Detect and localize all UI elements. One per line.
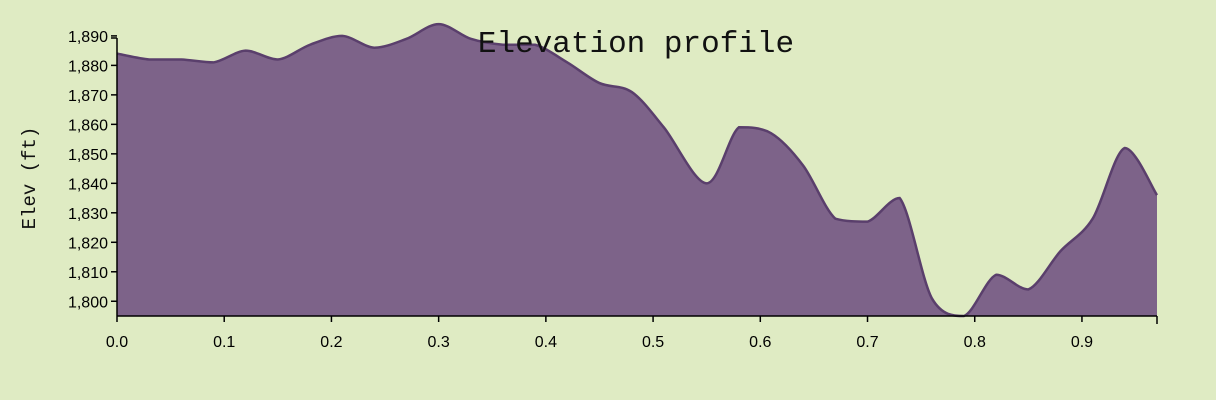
y-tick-label: 1,840 [68, 176, 108, 193]
data-point-16 [629, 89, 635, 95]
y-tick-label: 1,850 [68, 147, 108, 164]
data-point-11 [468, 36, 474, 42]
y-tick-label: 1,890 [68, 29, 108, 46]
data-point-25 [929, 295, 935, 301]
data-point-22 [832, 216, 838, 222]
x-tick-label: 0.4 [535, 334, 557, 351]
x-tick-label: 0.7 [856, 334, 878, 351]
data-point-19 [736, 124, 742, 130]
chart-title: Elevation profile [478, 27, 794, 62]
data-point-7 [339, 33, 345, 39]
x-tick-label: 0.3 [428, 334, 450, 351]
data-point-4 [243, 48, 249, 54]
data-point-23 [865, 219, 871, 225]
data-point-3 [210, 59, 216, 65]
y-axis-label: Elev (ft) [19, 127, 41, 230]
data-point-17 [661, 124, 667, 130]
y-tick-label: 1,810 [68, 265, 108, 282]
x-tick-label: 0.1 [213, 334, 235, 351]
y-tick-label: 1,860 [68, 117, 108, 134]
elevation-area-fill [117, 24, 1157, 316]
x-tick-label: 0.6 [749, 334, 771, 351]
data-point-18 [704, 180, 710, 186]
y-tick-label: 1,830 [68, 206, 108, 223]
y-tick-label: 1,870 [68, 88, 108, 105]
data-point-28 [1025, 286, 1031, 292]
data-point-1 [146, 56, 152, 62]
y-tick-label: 1,820 [68, 235, 108, 252]
data-point-27 [993, 272, 999, 278]
data-point-31 [1122, 145, 1128, 151]
y-tick-label: 1,880 [68, 58, 108, 75]
data-point-2 [178, 56, 184, 62]
data-point-5 [275, 56, 281, 62]
data-point-29 [1058, 248, 1064, 254]
data-point-32 [1154, 192, 1160, 198]
data-point-10 [436, 21, 442, 27]
data-point-6 [307, 42, 313, 48]
elevation-line [116, 22, 1159, 318]
data-point-15 [596, 80, 602, 86]
y-tick-label: 1,800 [68, 294, 108, 311]
data-point-20 [768, 130, 774, 136]
x-tick-label: 0.5 [642, 334, 664, 351]
data-point-9 [403, 36, 409, 42]
data-point-8 [371, 45, 377, 51]
data-point-21 [800, 163, 806, 169]
data-point-24 [897, 195, 903, 201]
x-tick-label: 0.2 [320, 334, 342, 351]
x-tick-label: 0.0 [106, 334, 128, 351]
x-tick-label: 0.8 [964, 334, 986, 351]
data-point-30 [1090, 216, 1096, 222]
x-tick-label: 0.9 [1071, 334, 1093, 351]
